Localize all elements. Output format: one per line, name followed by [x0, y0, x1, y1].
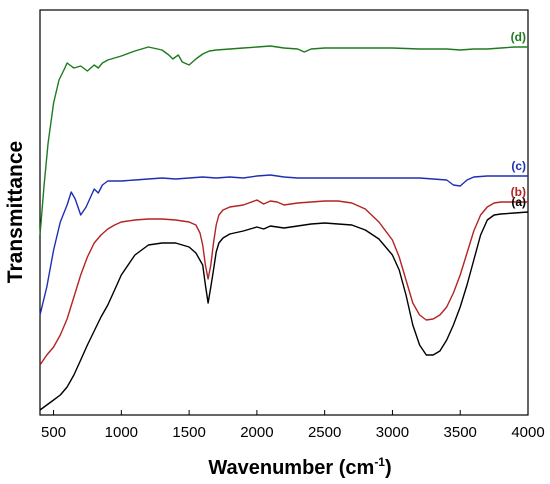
x-tick-label: 1000	[105, 424, 138, 441]
y-axis-title: Transmittance	[4, 141, 27, 283]
x-tick-label: 2500	[308, 424, 341, 441]
plot-frame	[39, 9, 529, 416]
x-axis-title: Wavenumber (cm-1)	[208, 455, 391, 479]
x-tick-label: 2000	[240, 424, 273, 441]
series-line-3	[39, 45, 528, 236]
series-label-0: (a)	[511, 195, 526, 209]
series-label-1: (b)	[511, 185, 526, 199]
x-tick-label: 3000	[376, 424, 409, 441]
x-axis-title-close: )	[385, 457, 392, 479]
x-axis-title-text: Wavenumber (cm	[208, 457, 374, 479]
series-label-3: (d)	[511, 30, 526, 44]
series-labels: (a)(b) (c) (d)	[511, 30, 526, 209]
x-tick-label: 1500	[172, 424, 205, 441]
series-line-1	[39, 199, 528, 366]
series-line-2	[39, 174, 528, 316]
x-axis-title-superscript: -1	[374, 455, 385, 469]
series-layer	[39, 45, 529, 411]
series-label-2: (c)	[511, 159, 526, 173]
series-line-0	[39, 211, 529, 411]
x-axis: 500 1000 1500 2000 2500 3000 3500 4000	[41, 410, 545, 441]
x-tick-label: 4000	[511, 424, 544, 441]
x-tick-label: 3500	[444, 424, 477, 441]
x-tick-label: 500	[41, 424, 66, 441]
